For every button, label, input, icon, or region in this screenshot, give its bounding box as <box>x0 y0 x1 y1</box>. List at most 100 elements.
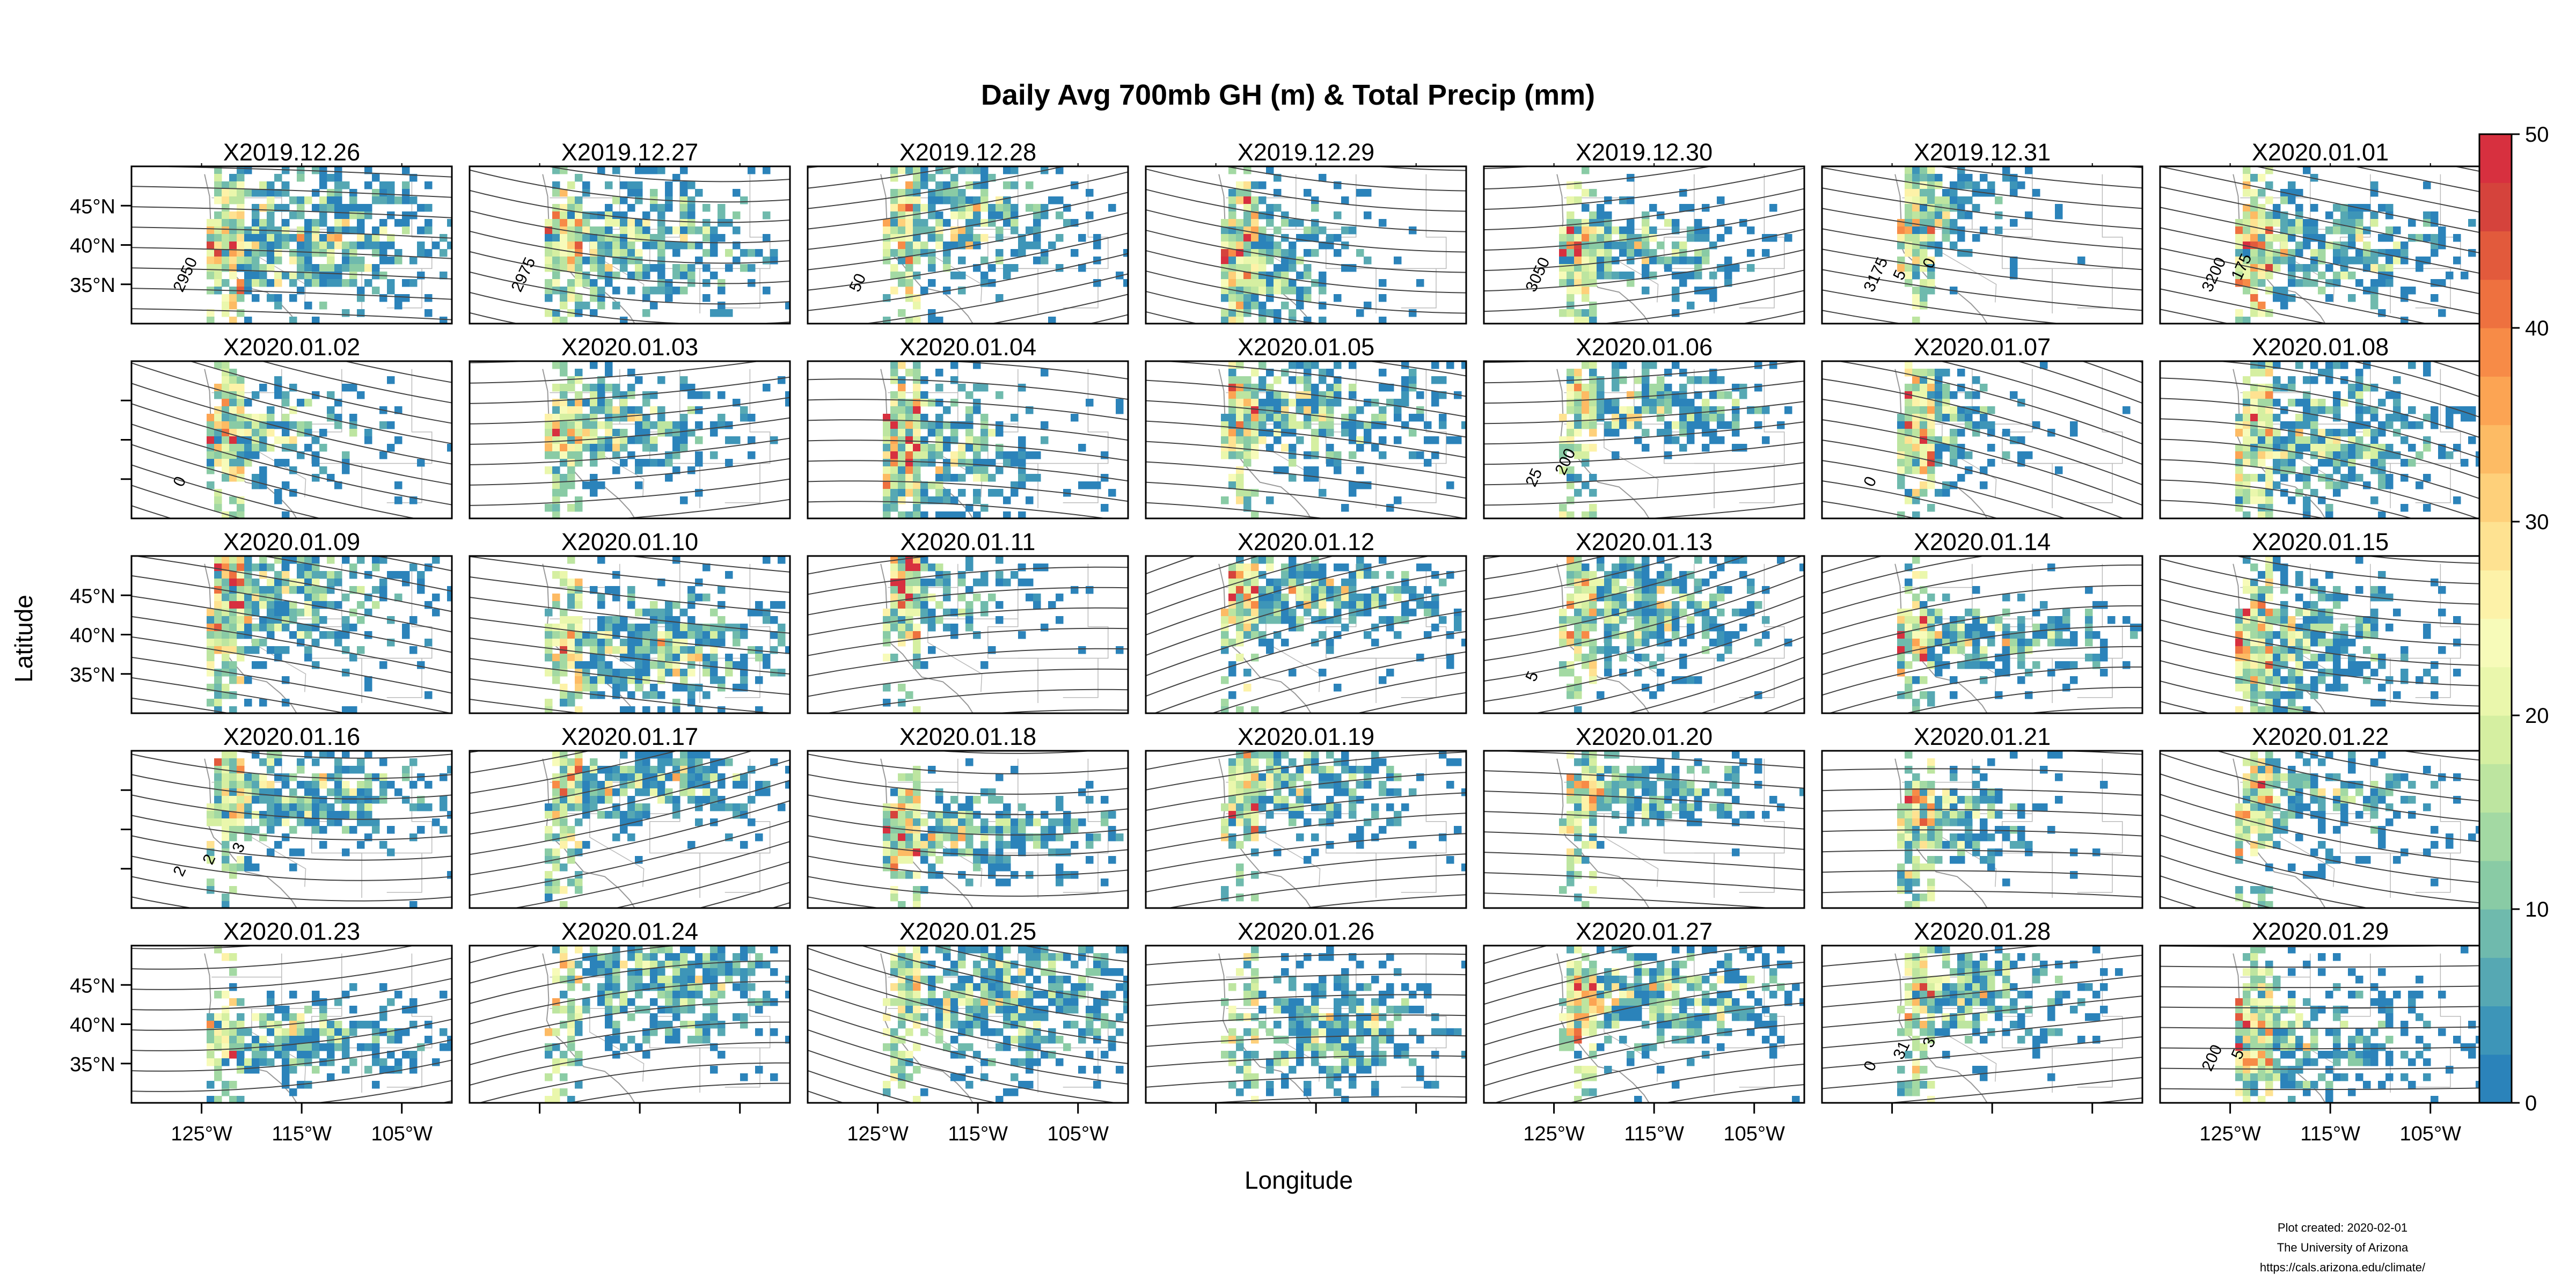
precip-cell <box>402 624 410 632</box>
precip-cell <box>642 391 650 399</box>
precip-cell <box>1627 257 1635 265</box>
precip-cell <box>1228 249 1236 257</box>
precip-cell <box>612 166 620 174</box>
precip-cell <box>2265 399 2273 407</box>
precip-cell <box>627 594 635 602</box>
precip-cell <box>2310 444 2318 452</box>
precip-cell <box>650 189 658 197</box>
precip-cell <box>590 309 598 317</box>
precip-cell <box>898 196 906 204</box>
precip-cell <box>1251 391 1259 399</box>
precip-cell <box>2250 414 2258 422</box>
precip-cell <box>237 436 245 444</box>
precip-cell <box>1236 264 1244 272</box>
precip-cell <box>1319 631 1327 639</box>
precip-cell <box>1243 376 1252 384</box>
precip-cell <box>718 302 726 310</box>
precip-cell <box>567 481 575 489</box>
precip-cell <box>1597 609 1605 617</box>
precip-cell <box>1567 287 1575 295</box>
precip-cell <box>1311 204 1319 212</box>
precip-cell <box>2408 234 2416 242</box>
contour-line <box>1462 445 1826 541</box>
precip-cell <box>1724 631 1732 639</box>
precip-cell <box>207 414 215 422</box>
precip-cell <box>2370 406 2379 414</box>
precip-cell <box>980 601 989 609</box>
precip-cell <box>1228 579 1236 587</box>
contour-line <box>2160 227 2480 295</box>
precip-cell <box>1018 511 1026 518</box>
precip-cell <box>342 241 350 250</box>
precip-cell <box>1912 234 1920 242</box>
precip-cell <box>1589 406 1597 414</box>
precip-cell <box>1694 226 1702 235</box>
contour-line <box>131 308 452 320</box>
precip-cell <box>2258 436 2266 444</box>
precip-cell <box>620 646 628 654</box>
precip-cell <box>1642 571 1650 579</box>
precip-cell <box>1559 249 1567 257</box>
precip-cell <box>237 376 245 384</box>
precip-cell <box>702 691 711 699</box>
precip-cell <box>1559 624 1567 632</box>
precip-cell <box>357 586 365 594</box>
precip-cell <box>1634 571 1642 579</box>
precip-cell <box>665 451 673 459</box>
precip-cell <box>1582 204 1590 212</box>
precip-cell <box>222 391 230 399</box>
precip-cell <box>740 264 748 272</box>
precip-cell <box>965 444 974 452</box>
precip-cell <box>1228 196 1236 204</box>
precip-cell <box>1912 189 1920 197</box>
precip-cell <box>2288 196 2296 204</box>
contour-line <box>131 267 452 280</box>
precip-cell <box>1694 391 1702 399</box>
precip-cell <box>1694 257 1702 265</box>
precip-cell <box>702 264 711 272</box>
precip-cell <box>1927 219 1935 227</box>
precip-cell <box>1724 421 1732 429</box>
precip-cell <box>259 264 267 272</box>
precip-cell <box>229 234 237 242</box>
precip-cell <box>2258 369 2266 377</box>
precip-cell <box>244 429 252 437</box>
precip-cell <box>267 279 275 287</box>
precip-cell <box>928 234 936 242</box>
panel-title: X2020.01.04 <box>899 333 1036 361</box>
precip-cell <box>1987 459 1995 467</box>
precip-cell <box>1965 249 1973 257</box>
panel-frame <box>469 165 791 325</box>
precip-cell <box>2265 309 2273 317</box>
precip-cell <box>597 436 605 444</box>
precip-cell <box>1394 257 1402 265</box>
precip-cell <box>2340 361 2348 369</box>
precip-cell <box>1589 474 1597 482</box>
precip-cell <box>2468 249 2476 257</box>
precip-cell <box>1311 564 1319 572</box>
precip-cell <box>1912 219 1920 227</box>
precip-cell <box>425 691 433 699</box>
precip-cell <box>447 586 452 594</box>
precip-cell <box>665 631 673 639</box>
precip-cell <box>1912 376 1920 384</box>
precip-cell <box>304 234 312 242</box>
precip-cell <box>1965 406 1973 414</box>
precip-cell <box>334 204 342 212</box>
precip-cell <box>1063 204 1071 212</box>
precip-cell <box>687 684 696 692</box>
precip-cell <box>718 639 726 647</box>
contour-line <box>470 576 790 613</box>
precip-cell <box>680 624 688 632</box>
precip-cell <box>1326 459 1334 467</box>
precip-cell <box>1311 279 1319 287</box>
precip-cell <box>605 279 613 287</box>
state-border <box>2002 174 2053 313</box>
precip-cell <box>1687 429 1695 437</box>
precip-cell <box>1311 444 1319 452</box>
precip-cell <box>1747 586 1755 594</box>
precip-cell <box>575 257 583 265</box>
precip-cell <box>372 287 380 295</box>
precip-cell <box>1236 639 1244 647</box>
precip-cell <box>1627 639 1635 647</box>
